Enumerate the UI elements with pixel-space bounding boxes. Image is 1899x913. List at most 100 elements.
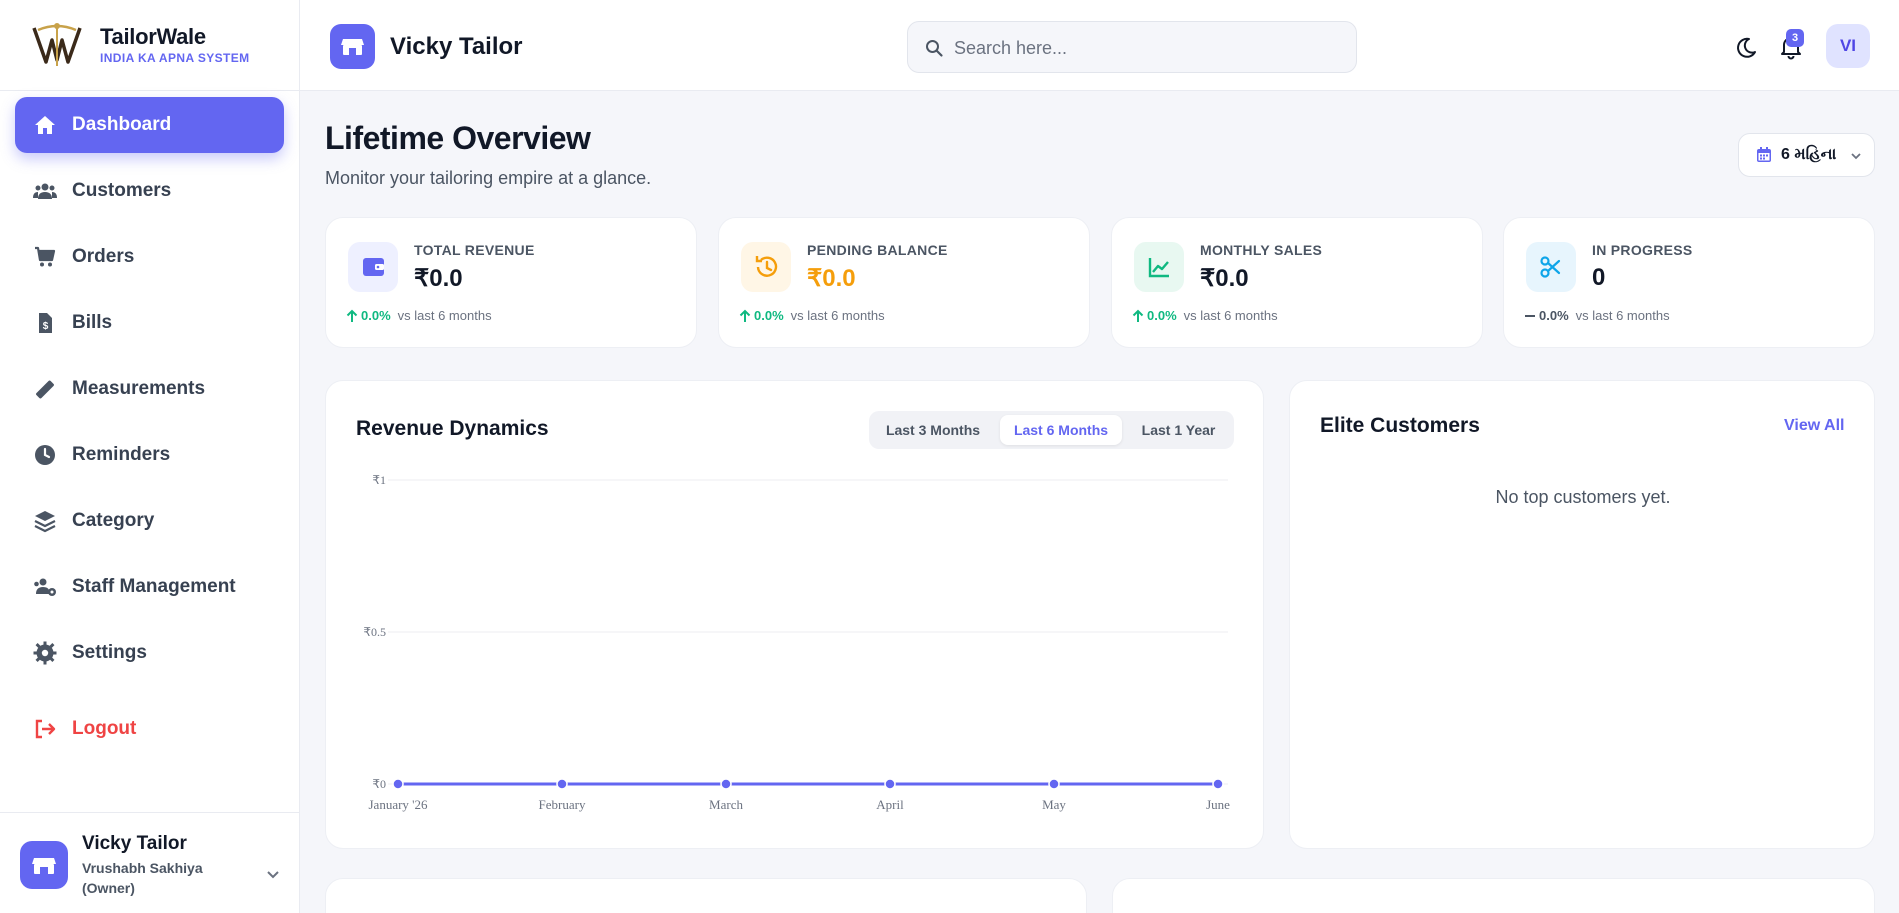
stat-footer: 0.0% vs last 6 months	[739, 308, 885, 323]
sidebar-item-label: Category	[72, 510, 155, 531]
stat-icon-box	[348, 242, 398, 292]
x-tick-label: February	[539, 797, 586, 812]
stat-note: vs last 6 months	[397, 308, 492, 323]
brand-name: TailorWale	[100, 24, 206, 49]
data-point	[392, 778, 404, 790]
user-switcher[interactable]: Vicky Tailor Vrushabh Sakhiya (Owner)	[0, 812, 300, 913]
stat-label: IN PROGRESS	[1592, 242, 1693, 258]
view-all-link[interactable]: View All	[1784, 417, 1845, 434]
logout-icon	[35, 719, 56, 739]
user-shop-name: Vicky Tailor	[82, 833, 187, 854]
topbar: Vicky Tailor 3 VI	[300, 0, 1899, 91]
sidebar-item-category[interactable]: Category	[15, 493, 284, 549]
shop-icon	[330, 24, 375, 69]
x-tick-label: April	[876, 797, 904, 812]
logout-button[interactable]: Logout	[15, 701, 284, 757]
brand-tagline: INDIA KA APNA SYSTEM	[100, 51, 250, 65]
calendar-icon	[1757, 147, 1771, 162]
sidebar: TailorWale INDIA KA APNA SYSTEM Dashboar…	[0, 0, 300, 913]
stat-note: vs last 6 months	[790, 308, 885, 323]
shop-avatar	[20, 841, 68, 889]
sidebar-item-orders[interactable]: Orders	[15, 229, 284, 285]
sidebar-item-label: Bills	[72, 312, 113, 333]
chevron-down-icon	[1851, 153, 1861, 160]
sidebar-item-reminders[interactable]: Reminders	[15, 427, 284, 483]
sidebar-item-label: Customers	[72, 180, 172, 201]
bottom-card-left	[325, 878, 1087, 913]
stat-icon-box	[1134, 242, 1184, 292]
layers-icon	[34, 511, 56, 533]
empty-state-text: No top customers yet.	[1495, 487, 1671, 507]
staff-icon	[34, 578, 56, 596]
stat-footer: 0.0% vs last 6 months	[346, 308, 492, 323]
sidebar-item-dashboard[interactable]: Dashboard	[15, 97, 284, 153]
stat-change: 0.0%	[361, 308, 391, 323]
avatar[interactable]: VI	[1826, 24, 1870, 68]
dash-icon	[1525, 314, 1535, 317]
sidebar-item-settings[interactable]: Settings	[15, 625, 284, 681]
logout-label: Logout	[72, 718, 137, 739]
stat-change: 0.0%	[754, 308, 784, 323]
scissors-icon	[1540, 256, 1561, 278]
sidebar-item-label: Staff Management	[72, 576, 236, 597]
bill-icon: $	[39, 313, 52, 333]
x-tick-label: January '26	[368, 797, 428, 812]
wallet-icon	[363, 258, 384, 276]
store-icon	[32, 858, 56, 874]
search-input[interactable]	[954, 32, 1344, 64]
page-title: Lifetime Overview	[325, 120, 591, 156]
clock-icon	[35, 445, 55, 465]
stat-change: 0.0%	[1147, 308, 1177, 323]
sidebar-item-label: Measurements	[72, 378, 206, 399]
home-icon	[35, 116, 55, 134]
stat-footer: 0.0% vs last 6 months	[1132, 308, 1278, 323]
sidebar-item-customers[interactable]: Customers	[15, 163, 284, 219]
brand: TailorWale INDIA KA APNA SYSTEM	[0, 0, 300, 91]
arrow-up-icon	[346, 309, 358, 322]
search-box[interactable]	[907, 21, 1357, 73]
moon-icon[interactable]	[1734, 36, 1758, 60]
bottom-card-right	[1112, 878, 1875, 913]
chart-line-icon	[1148, 258, 1169, 278]
stat-label: PENDING BALANCE	[807, 242, 948, 258]
cart-icon	[35, 246, 56, 267]
data-point	[884, 778, 896, 790]
revenue-line-chart: ₹0 ₹0.5 ₹1 January '26 February March April May…	[363, 473, 1230, 812]
x-tick-label: May	[1042, 797, 1066, 812]
page-subtitle: Monitor your tailoring empire at a glanc…	[325, 168, 652, 188]
data-point	[1048, 778, 1060, 790]
stat-label: MONTHLY SALES	[1200, 242, 1323, 258]
stat-value: ₹0.0	[807, 265, 856, 292]
arrow-up-icon	[739, 309, 751, 322]
data-point	[1212, 778, 1224, 790]
range-last-6-months[interactable]: Last 6 Months	[1000, 415, 1122, 445]
user-role: Vrushabh Sakhiya (Owner)	[82, 860, 203, 896]
sidebar-item-staff-management[interactable]: Staff Management	[15, 559, 284, 615]
stat-icon-box	[1526, 242, 1576, 292]
shop-name: Vicky Tailor	[390, 33, 523, 60]
range-last-3-months[interactable]: Last 3 Months	[885, 422, 981, 438]
revenue-dynamics-card: Revenue Dynamics Last 3 Months Last 6 Mo…	[325, 380, 1264, 849]
sidebar-item-label: Dashboard	[72, 114, 172, 135]
x-tick-label: June	[1206, 797, 1230, 812]
stat-card-in-progress: IN PROGRESS 0 0.0% vs last 6 months	[1503, 217, 1875, 348]
sidebar-item-bills[interactable]: $ Bills	[15, 295, 284, 351]
stat-value: 0	[1592, 264, 1606, 291]
search-icon	[926, 40, 943, 57]
data-point	[556, 778, 568, 790]
elite-title: Elite Customers	[1320, 414, 1480, 437]
sidebar-item-measurements[interactable]: Measurements	[15, 361, 284, 417]
period-dropdown[interactable]: 6 મહિના	[1738, 133, 1875, 177]
stat-card-total-revenue: TOTAL REVENUE ₹0.0 0.0% vs last 6 months	[325, 217, 697, 348]
users-icon	[33, 183, 57, 199]
stat-change: 0.0%	[1539, 308, 1569, 323]
notification-badge: 3	[1786, 29, 1804, 47]
y-tick-label: ₹0.5	[363, 625, 386, 639]
range-last-1-year[interactable]: Last 1 Year	[1141, 422, 1216, 438]
period-label: 6 મહિના	[1781, 146, 1837, 163]
stat-value: ₹0.0	[414, 265, 463, 292]
stat-icon-box	[741, 242, 791, 292]
stat-label: TOTAL REVENUE	[414, 242, 535, 258]
stat-card-monthly-sales: MONTHLY SALES ₹0.0 0.0% vs last 6 months	[1111, 217, 1483, 348]
gear-icon	[33, 641, 57, 665]
